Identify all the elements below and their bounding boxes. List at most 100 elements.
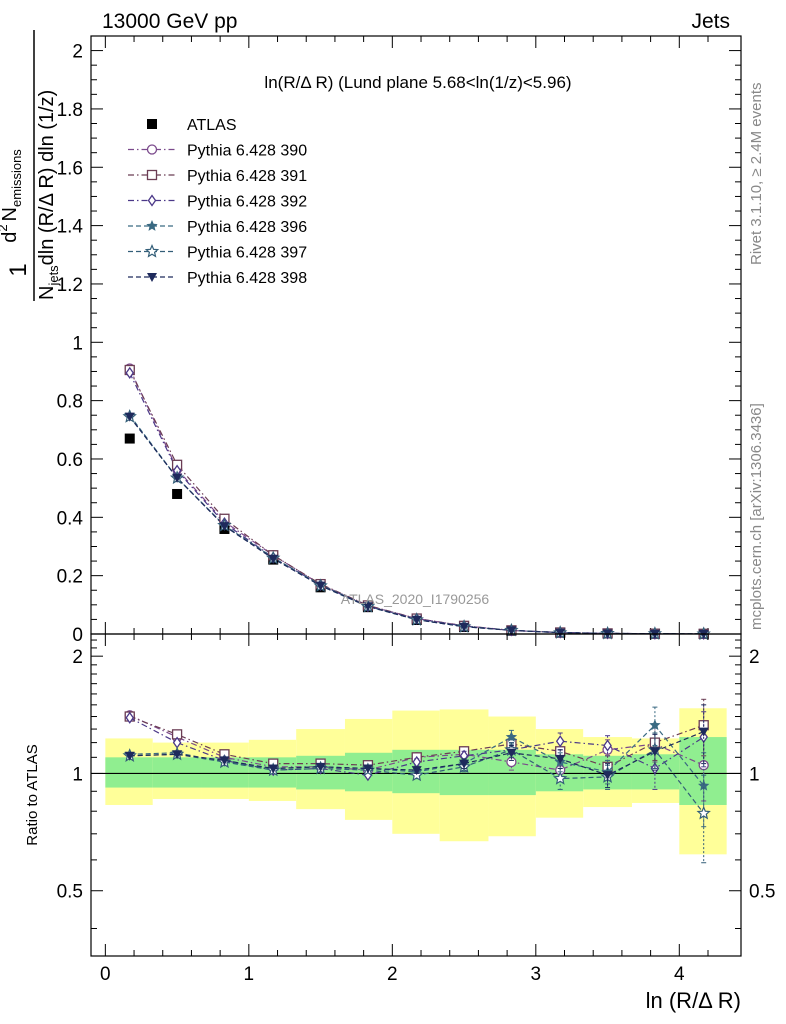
ratio-frame [90,633,742,957]
ylabel-n: N [0,207,21,221]
ratio-point [649,747,660,757]
ratio-panel: 0.5 0.5 1 1 2 2 0 1 2 3 4 Ratio to ATLAS ln (R/Δ R… [24,633,775,1013]
x-tick-label: 3 [531,964,542,985]
ratio-point [696,805,711,820]
mc-point [268,554,279,564]
ratio-point [362,764,373,774]
main-axis-ticks: 0 0.2 0.4 0.6 0.8 1 1.2 1.4 1.6 1.8 2 [57,36,741,646]
main-panel: 0 0.2 0.4 0.6 0.8 1 1.2 1.4 1.6 1.8 2 ATLAS_2020_I… [57,35,742,646]
legend-marker [147,119,157,129]
ratio-point [268,764,279,774]
mc-point [362,602,373,612]
ylabel-d2-sup: 2 [0,224,10,231]
x-tick-label: 0 [100,964,111,985]
legend-marker [147,194,157,207]
main-y-tick-label: 0.4 [57,508,84,529]
ratio-point [555,754,566,764]
main-y-tick-label: 0.8 [57,392,83,413]
x-axis-label: ln (R/Δ R) [646,988,741,1013]
ylabel-d2: d [0,232,21,243]
mc-point [124,412,135,422]
legend-label: Pythia 6.428 397 [187,245,307,262]
ylabel-one: 1 [5,263,32,276]
ylabel-njets-sub: jets [46,265,61,287]
legend-label: Pythia 6.428 390 [187,143,307,160]
legend-label: Pythia 6.428 396 [187,219,307,236]
ratio-uncertainty-bands [105,708,727,855]
main-y-tick-label: 1.6 [57,158,83,179]
analysis-watermark: ATLAS_2020_I1790256 [341,591,490,607]
legend-label: ATLAS [187,117,237,134]
mc-point [506,626,517,636]
x-tick-label: 4 [674,964,685,985]
ratio-point [219,756,230,766]
legend: ATLAS Pythia 6.428 390 Pythia 6.428 391 Pyt… [128,117,307,287]
rivet-version-label: Rivet 3.1.10, ≥ 2.4M events [748,83,765,266]
mc-point [555,628,566,638]
main-series-layer [122,363,711,641]
x-tick-label: 2 [387,964,398,985]
ratio-point [124,751,135,761]
mc-point [459,622,470,632]
ratio-point [459,759,470,769]
mc-point [411,615,422,625]
ratio-point [603,739,612,752]
legend-marker [146,169,158,181]
ratio-point [506,748,517,758]
ratio-point [125,711,135,724]
ratio-point [553,771,568,785]
ratio-point [411,766,422,776]
ratio-y-tick-label-right: 2 [749,647,760,668]
legend-label: Pythia 6.428 391 [187,168,307,185]
ratio-inner-band-bin [105,757,153,788]
ratio-y-tick-label: 1 [72,764,83,785]
legend-marker [147,273,157,282]
mcplots-label: mcplots.cern.ch [arXiv:1306.3436] [748,403,765,630]
mc-point [315,581,326,591]
main-y-tick-label: 0.6 [57,450,83,471]
main-y-axis-label: 1 d2 Nemissions Njetsdln (R/Δ R) dln (1/z… [0,30,61,301]
ratio-axis-ticks: 0.5 0.5 1 1 2 2 0 1 2 3 4 [57,634,775,985]
ratio-point [555,735,565,748]
mc-point [172,473,183,483]
main-plot-title: ln(R/Δ R) (Lund plane 5.68<ln(1/z)<5.96) [264,73,571,92]
legend-marker [146,220,158,231]
legend-marker [146,144,158,155]
main-y-tick-label: 1 [72,333,83,354]
ratio-point [172,750,183,760]
main-y-tick-label: 1.2 [57,275,83,296]
x-tick-label: 1 [244,964,255,985]
ylabel-njets: N [36,286,58,300]
ratio-point [602,771,613,781]
ratio-y-tick-label-right: 1 [749,764,760,785]
mc-point [125,366,135,380]
legend-label: Pythia 6.428 392 [187,194,307,211]
main-y-tick-label: 2 [72,42,83,63]
ylabel-denominator: Njetsdln (R/Δ R) dln (1/z) [36,90,61,300]
main-y-tick-label: 1.8 [57,100,83,121]
ratio-point [505,731,518,742]
main-y-tick-label: 0 [72,625,83,646]
ratio-point [649,719,661,731]
data-point [124,433,135,444]
ratio-inner-band-bin [152,757,202,788]
ratio-series-layer [122,698,711,864]
legend-marker [144,243,160,258]
ylabel-numerator: d2 Nemissions [0,149,24,243]
ylabel-n-sub: emissions [9,149,24,207]
data-point [172,488,183,499]
ylabel-den-rest: dln (R/Δ R) dln (1/z) [36,90,58,266]
main-y-tick-label: 0.2 [57,567,83,588]
ratio-inner-band-bin [679,737,727,805]
header-energy-label: 13000 GeV pp [102,10,237,33]
legend-label: Pythia 6.428 398 [187,270,307,287]
ratio-y-tick-label: 0.5 [57,882,83,903]
ratio-y-tick-label-right: 0.5 [749,882,775,903]
mc-point [219,522,230,532]
ratio-point [315,762,326,772]
ratio-y-axis-label: Ratio to ATLAS [24,744,41,845]
ratio-y-tick-label: 2 [72,647,83,668]
header-process-label: Jets [691,10,730,33]
main-y-tick-label: 1.4 [57,217,84,238]
